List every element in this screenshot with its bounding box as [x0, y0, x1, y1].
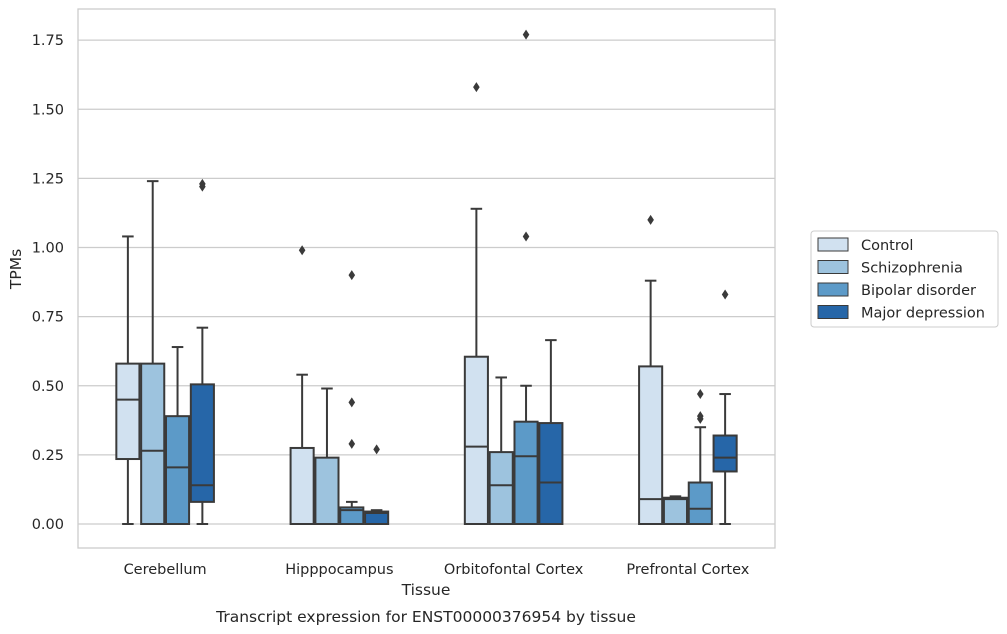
x-tick-label: Cerebellum — [124, 562, 207, 578]
legend-label: Major depression — [861, 306, 985, 322]
iqr-box — [638, 365, 664, 525]
chart-caption: Transcript expression for ENST0000037695… — [215, 608, 636, 626]
legend-label: Bipolar disorder — [861, 283, 976, 299]
y-tick-label: 0.00 — [32, 517, 64, 533]
y-tick-label: 0.50 — [32, 379, 64, 395]
x-tick-label: Orbitofontal Cortex — [444, 562, 584, 578]
iqr-box — [513, 420, 539, 526]
legend-swatch — [817, 260, 849, 274]
x-tick-labels: Cerebellum Hipppocampus Orbitofontal Corte… — [124, 562, 750, 578]
iqr-box — [538, 422, 564, 526]
x-axis-label: Tissue — [401, 581, 451, 599]
box-bipolar-disorder — [687, 389, 713, 525]
legend-label: Schizophrenia — [861, 261, 963, 277]
y-tick-label: 0.25 — [32, 448, 64, 464]
y-tick-label: 1.50 — [32, 102, 64, 118]
iqr-box — [687, 481, 713, 525]
y-tick-label: 0.75 — [32, 310, 64, 326]
iqr-box — [189, 383, 215, 503]
box-bipolar-disorder — [339, 270, 365, 526]
outlier-point — [348, 438, 356, 449]
outlier-point — [199, 181, 206, 192]
iqr-box — [289, 446, 315, 525]
outlier-point — [696, 413, 704, 424]
iqr-box — [712, 434, 738, 473]
outlier-point — [647, 214, 654, 225]
box-schizophrenia — [314, 387, 340, 526]
iqr-box — [115, 362, 141, 461]
iqr-box — [314, 456, 340, 526]
legend-swatch — [817, 282, 849, 297]
outlier-point — [348, 270, 356, 281]
y-axis-label: TPMs — [7, 249, 25, 290]
outlier-point — [721, 289, 729, 300]
legend-label: Control — [861, 238, 913, 254]
box-control — [463, 82, 489, 525]
iqr-box — [140, 362, 166, 525]
x-tick-label: Hipppocampus — [285, 562, 393, 578]
box-schizophrenia — [662, 495, 689, 526]
outlier-point — [298, 245, 306, 256]
box-control — [638, 214, 664, 525]
box-major-depression — [712, 289, 738, 525]
outlier-point — [348, 397, 356, 408]
box-major-depression — [189, 178, 215, 525]
y-tick-label: 1.25 — [32, 171, 64, 187]
iqr-box — [662, 496, 689, 526]
box-control — [115, 235, 141, 525]
box-schizophrenia — [140, 180, 166, 525]
legend-frame — [810, 230, 999, 328]
iqr-box — [339, 506, 365, 526]
box-bipolar-disorder — [513, 29, 539, 526]
iqr-box — [463, 355, 489, 525]
y-tick-labels: 0.00 0.25 0.50 0.75 1.00 1.25 1.50 1.75 — [32, 33, 64, 533]
outlier-point — [522, 231, 530, 242]
iqr-box — [164, 415, 191, 526]
iqr-box — [364, 510, 390, 525]
iqr-box — [488, 451, 514, 525]
outlier-point — [522, 29, 530, 40]
y-tick-label: 1.75 — [32, 33, 64, 49]
x-tick-label: Prefrontal Cortex — [626, 562, 749, 578]
outlier-point — [473, 82, 480, 93]
outlier-point — [696, 389, 704, 400]
legend: Control Schizophrenia Bipolar disorder Majo… — [810, 230, 999, 328]
box-major-depression — [364, 444, 390, 525]
box-control — [289, 245, 315, 525]
box-plots — [115, 29, 738, 526]
box-schizophrenia — [488, 376, 514, 525]
legend-swatch — [817, 237, 849, 252]
box-bipolar-disorder — [164, 346, 191, 526]
plot-frame — [77, 8, 776, 549]
legend-swatch — [817, 305, 849, 319]
y-tick-label: 1.00 — [32, 241, 64, 257]
box-major-depression — [538, 339, 564, 526]
outlier-point — [373, 444, 380, 455]
